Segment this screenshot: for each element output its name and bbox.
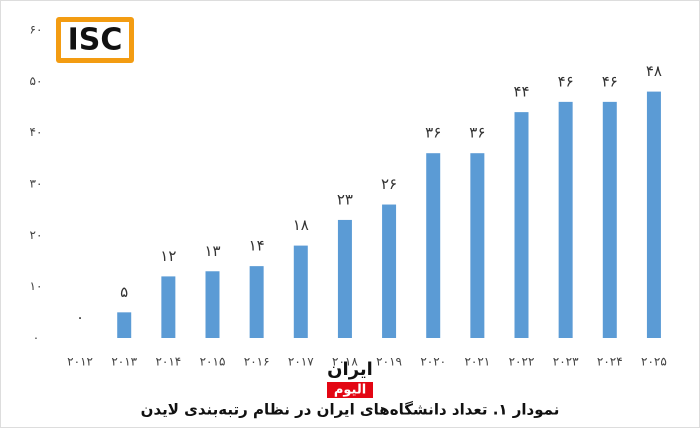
bar — [382, 204, 397, 338]
value-label: ۲۳ — [337, 190, 353, 208]
chart-title: نمودار ۱. تعداد دانشگاه‌های ایران در نظا… — [141, 401, 560, 419]
logo-text: ISC — [68, 23, 123, 58]
value-label: ۴۶ — [558, 72, 574, 90]
x-tick-label: ۲۰۲۵ — [641, 355, 667, 369]
bar — [558, 101, 573, 338]
value-label: ۱۳ — [204, 242, 220, 260]
watermark-bottom: الیوم — [334, 383, 366, 398]
bar — [205, 271, 220, 338]
bar — [646, 91, 661, 338]
x-tick-label: ۲۰۲۰ — [420, 355, 446, 369]
y-tick-label: ۴۰ — [30, 125, 43, 139]
x-tick-label: ۲۰۱۸ — [332, 355, 358, 369]
y-tick-label: ۱۰ — [30, 279, 43, 293]
x-tick-label: ۲۰۲۳ — [553, 355, 579, 369]
y-tick-label: ۶۰ — [30, 23, 43, 37]
bar — [602, 101, 617, 338]
bar — [293, 245, 308, 338]
x-tick-label: ۲۰۲۴ — [597, 355, 623, 369]
logo-inner — [61, 22, 129, 58]
x-tick-label: ۲۰۱۵ — [200, 355, 226, 369]
x-tick-label: ۲۰۱۹ — [376, 355, 402, 369]
value-label: ۱۸ — [293, 216, 309, 234]
value-label: ۳۶ — [469, 124, 485, 142]
y-tick-label: ۰ — [33, 331, 39, 345]
x-tick-label: ۲۰۱۶ — [244, 355, 270, 369]
x-tick-label: ۲۰۱۴ — [155, 355, 181, 369]
value-label: ۴۸ — [646, 62, 662, 80]
bar — [161, 276, 176, 338]
x-tick-label: ۲۰۲۱ — [464, 355, 490, 369]
value-label: ۵ — [120, 283, 128, 301]
y-tick-label: ۵۰ — [30, 74, 43, 88]
y-tick-label: ۲۰ — [30, 228, 43, 242]
bar — [426, 153, 441, 338]
bar — [337, 219, 352, 338]
value-label: ۳۶ — [425, 124, 441, 142]
value-label: ۲۶ — [381, 175, 397, 193]
y-tick-label: ۳۰ — [30, 177, 43, 191]
bar — [470, 153, 485, 338]
value-label: ۱۲ — [160, 247, 176, 265]
value-label: ۴۶ — [602, 72, 618, 90]
logo: ISC — [56, 17, 134, 63]
x-tick-label: ۲۰۱۳ — [111, 355, 137, 369]
bar — [249, 266, 264, 338]
watermark-top: ایران — [327, 359, 373, 380]
x-tick-label: ۲۰۱۲ — [67, 355, 93, 369]
bar — [117, 312, 132, 338]
bar — [514, 112, 529, 338]
x-tick-label: ۲۰۱۷ — [288, 355, 314, 369]
watermark-box — [327, 382, 373, 398]
value-label: ۱۴ — [249, 237, 265, 255]
value-label: ۰ — [76, 309, 84, 327]
x-tick-label: ۲۰۲۲ — [509, 355, 535, 369]
value-label: ۴۴ — [513, 83, 529, 101]
